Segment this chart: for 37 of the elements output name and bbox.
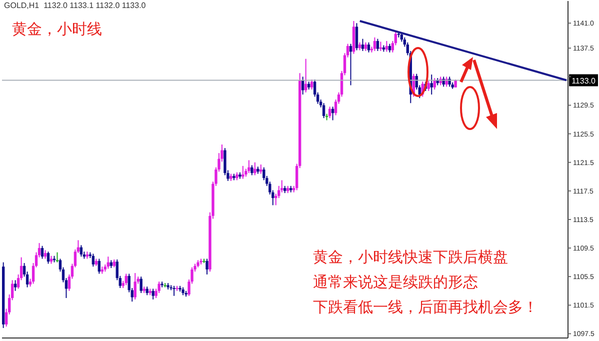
ref-line-label: 1133.0 [572, 76, 596, 86]
candlestick [427, 80, 430, 92]
chart-subtitle: GOLD,H1 1132.0 1133.1 1132.0 1133.0 [4, 1, 146, 10]
candlestick [98, 258, 101, 274]
candlestick [310, 79, 314, 90]
candlestick [376, 38, 380, 52]
candlestick [56, 252, 59, 263]
candlestick [373, 36, 376, 52]
candlestick [14, 280, 17, 292]
candlestick [206, 258, 208, 275]
candlestick [433, 78, 436, 90]
candlestick [361, 38, 364, 52]
candlestick [40, 245, 44, 260]
candlestick [158, 281, 160, 294]
candlestick [430, 74, 433, 96]
candlestick [46, 251, 50, 264]
candlestick [248, 160, 250, 174]
candlestick [254, 162, 256, 176]
annotation: 下跌看低一线，后面再找机会多！ [313, 297, 538, 318]
candlestick [124, 273, 128, 286]
candlestick [385, 40, 388, 52]
candlestick [134, 272, 136, 300]
text: 黄金，小时线 [12, 20, 102, 39]
annotation: 通常来说这是续跌的形态 [313, 272, 479, 293]
candlestick [152, 288, 154, 300]
candlestick [322, 102, 326, 119]
candlestick [250, 164, 254, 176]
candlestick [92, 253, 95, 268]
candlestick [379, 41, 382, 52]
candlestick [367, 42, 370, 53]
candlestick [172, 285, 176, 296]
annotation: 黄金，小时线快速下跌后横盘 [313, 247, 509, 268]
candlestick [242, 165, 244, 180]
candlestick [355, 22, 358, 51]
candlestick [328, 106, 332, 119]
candlestick [140, 276, 142, 294]
candlestick [80, 244, 83, 258]
